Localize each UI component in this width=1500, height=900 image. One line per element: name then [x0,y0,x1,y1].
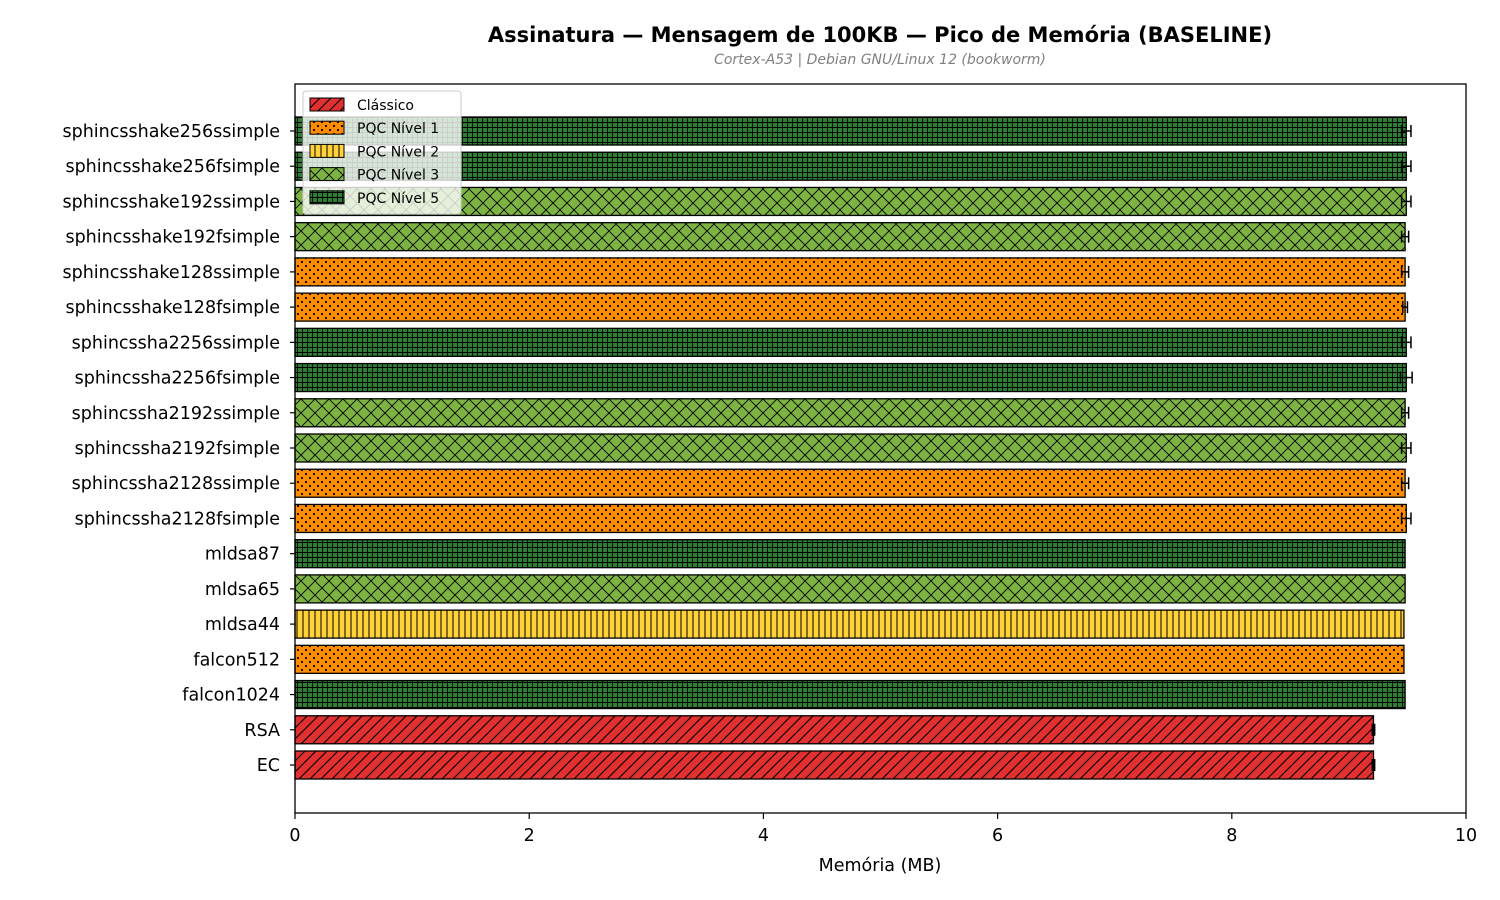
bar-sphincssha2256fsimple [294,362,1407,393]
chart-subtitle: Cortex-A53 | Debian GNU/Linux 12 (bookwo… [714,52,1046,68]
bar-sphincsshake128ssimple [294,257,1406,287]
x-axis-ticks: 0 2 4 6 8 10 [289,813,1477,846]
y-tick-label: sphincsshake256fsimple [65,157,280,177]
y-tick-label: mldsa87 [205,545,280,565]
error-bar-sphincsshake192ssimple [1400,195,1412,208]
x-tick-label: 8 [1226,826,1237,846]
y-tick-label: sphincsshake128fsimple [65,298,280,318]
y-tick-label: sphincssha2192fsimple [75,439,280,459]
bar-RSA [294,715,1375,745]
error-bar-sphincssha2256ssimple [1400,336,1412,349]
bar-sphincssha2256ssimple [294,327,1407,357]
bar-sphincssha2192fsimple [294,433,1407,463]
bar-sphincssha2128ssimple [294,468,1406,498]
legend-item-4: PQC Nível 5 [309,190,439,207]
error-bars-layer [1371,125,1413,771]
bar-mldsa87 [294,539,1406,569]
y-tick-label: sphincssha2256fsimple [75,369,280,389]
error-bar-sphincsshake128fsimple [1402,301,1409,314]
chart-title: Assinatura — Mensagem de 100KB — Pico de… [488,23,1272,47]
error-bar-sphincsshake256fsimple [1400,160,1412,173]
legend-label: PQC Nível 3 [357,168,439,184]
bar-sphincsshake256fsimple [294,151,1407,181]
bars-layer [294,116,1407,780]
y-tick-label: EC [257,756,280,776]
error-bar-sphincsshake192fsimple [1400,230,1410,243]
error-bar-sphincssha2192fsimple [1400,442,1412,454]
plot-frame [294,83,1467,814]
bar-sphincsshake192ssimple [294,186,1407,217]
bar-sphincssha2192ssimple [294,398,1406,428]
y-tick-label: mldsa65 [205,580,280,600]
legend-item-2: PQC Nível 2 [309,143,439,160]
y-tick-label: sphincsshake192ssimple [62,192,280,212]
legend-item-1: PQC Nível 1 [309,120,439,137]
legend-label: Clássico [357,98,414,114]
y-tick-label: sphincssha2128fsimple [75,509,280,529]
legend-label: PQC Nível 5 [357,191,439,207]
x-tick-label: 10 [1455,826,1477,846]
legend-label: PQC Nível 2 [357,144,439,160]
x-tick-label: 2 [524,826,535,846]
y-tick-label: sphincssha2192ssimple [72,404,280,424]
bar-sphincsshake128fsimple [294,292,1406,322]
y-tick-label: sphincsshake256ssimple [62,122,280,142]
bar-mldsa65 [294,574,1406,604]
x-tick-label: 0 [289,826,300,846]
y-tick-label: falcon512 [193,650,280,670]
y-tick-label: sphincssha2128ssimple [72,474,280,494]
error-bar-sphincssha2128ssimple [1400,477,1410,490]
x-axis-label: Memória (MB) [819,856,942,876]
y-tick-label: sphincsshake192fsimple [65,228,280,248]
legend-item-0: Clássico [309,97,414,114]
bar-sphincssha2128fsimple [294,503,1407,534]
error-bar-sphincssha2192ssimple [1400,406,1410,419]
error-bar-sphincssha2256fsimple [1399,371,1413,384]
bar-falcon512 [294,644,1405,674]
error-bar-RSA [1371,723,1376,736]
bar-sphincsshake256ssimple [294,116,1407,146]
error-bar-sphincsshake256ssimple [1400,125,1412,137]
y-tick-labels: sphincsshake256ssimple sphincsshake256fsi… [62,122,295,776]
bar-mldsa44 [294,609,1405,639]
legend-label: PQC Nível 1 [357,121,439,137]
x-tick-label: 4 [758,826,769,846]
x-tick-label: 6 [992,826,1003,846]
y-tick-label: falcon1024 [182,686,280,706]
bar-falcon1024 [294,679,1406,710]
y-tick-label: sphincsshake128ssimple [62,263,280,283]
y-tick-label: sphincssha2256ssimple [72,333,280,353]
y-tick-label: mldsa44 [205,615,280,635]
error-bar-EC [1371,759,1376,771]
bar-EC [294,750,1375,780]
legend: Clássico PQC Nível 1 PQC Nível 2 PQC Nível … [302,90,462,215]
bar-sphincsshake192fsimple [294,222,1406,252]
error-bar-sphincssha2128fsimple [1400,512,1412,525]
error-bar-sphincsshake128ssimple [1400,265,1410,278]
legend-item-3: PQC Nível 3 [309,167,439,184]
y-tick-label: RSA [244,721,280,741]
